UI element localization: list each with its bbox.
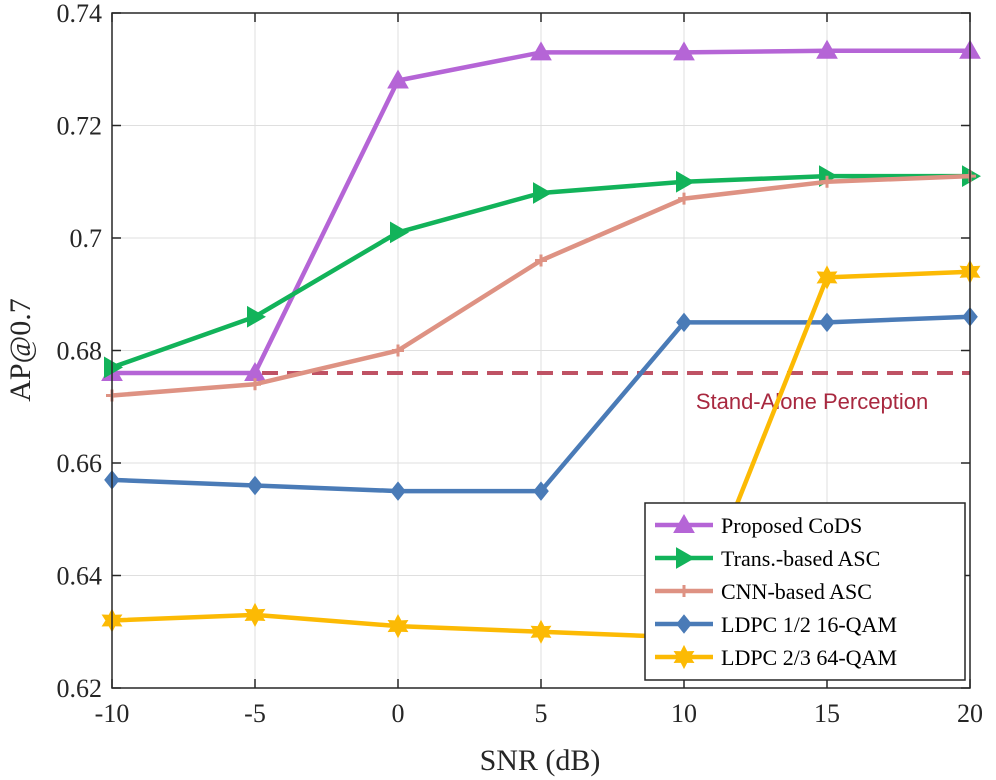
data-point (530, 41, 552, 61)
y-tick-label: 0.68 (57, 337, 103, 366)
data-point (387, 69, 409, 89)
y-tick-label: 0.7 (70, 224, 103, 253)
data-point (390, 221, 410, 244)
series-3 (104, 306, 978, 501)
data-point (676, 312, 692, 333)
x-tick-label: 20 (957, 699, 983, 728)
y-tick-label: 0.74 (57, 0, 103, 28)
legend-item: Trans.-based ASC (655, 546, 880, 571)
data-point (390, 481, 406, 501)
x-axis-title: SNR (dB) (480, 744, 601, 777)
data-point (819, 312, 835, 333)
data-point (387, 614, 409, 639)
x-tick-label: 5 (535, 699, 548, 728)
reference-line-label: Stand-Alone Perception (696, 389, 928, 414)
data-point (244, 602, 266, 627)
x-tick-label: -5 (244, 699, 266, 728)
y-tick-label: 0.72 (57, 112, 103, 141)
legend-label: Proposed CoDS (721, 513, 862, 538)
data-point (104, 356, 124, 379)
plot-area: Stand-Alone Perception (101, 39, 982, 650)
x-tick-label: 0 (392, 699, 405, 728)
y-tick-label: 0.64 (57, 562, 103, 591)
legend-label: LDPC 1/2 16-QAM (721, 612, 897, 637)
data-point (249, 378, 261, 391)
legend-marker (678, 585, 690, 597)
data-point (678, 192, 690, 205)
data-point (247, 305, 267, 328)
legend-item: LDPC 1/2 16-QAM (655, 612, 897, 637)
legend-item: Proposed CoDS (655, 513, 862, 538)
legend-label: LDPC 2/3 64-QAM (721, 645, 897, 670)
data-point (816, 265, 838, 290)
legend-marker (673, 513, 695, 533)
y-axis-title: AP@0.7 (4, 298, 37, 401)
legend-marker (676, 614, 692, 634)
data-point (533, 481, 549, 501)
data-point (530, 619, 552, 644)
legend-label: Trans.-based ASC (721, 546, 880, 571)
legend-item: CNN-based ASC (655, 579, 872, 604)
legend-label: CNN-based ASC (721, 579, 872, 604)
data-point (392, 344, 404, 357)
legend-item: LDPC 2/3 64-QAM (655, 644, 897, 670)
legend-marker (676, 547, 696, 569)
data-point (676, 170, 696, 193)
y-tick-label: 0.66 (57, 449, 103, 478)
data-point (247, 475, 263, 496)
data-point (533, 182, 553, 204)
x-tick-label: -10 (95, 699, 130, 728)
legend-marker (673, 644, 695, 670)
axes: -10 -5 0 5 10 15 20 0.62 0.64 0.66 0.68 0.7 0.72 0.74 (57, 0, 984, 728)
x-tick-label: 10 (671, 699, 697, 728)
data-point (673, 41, 695, 61)
data-point (816, 39, 838, 59)
data-point (821, 175, 833, 188)
x-tick-label: 15 (814, 699, 840, 728)
grid (111, 12, 971, 689)
y-tick-label: 0.62 (57, 674, 103, 703)
data-point (535, 254, 547, 267)
legend: Proposed CoDS Trans.-based ASC CNN-based A… (644, 502, 966, 681)
